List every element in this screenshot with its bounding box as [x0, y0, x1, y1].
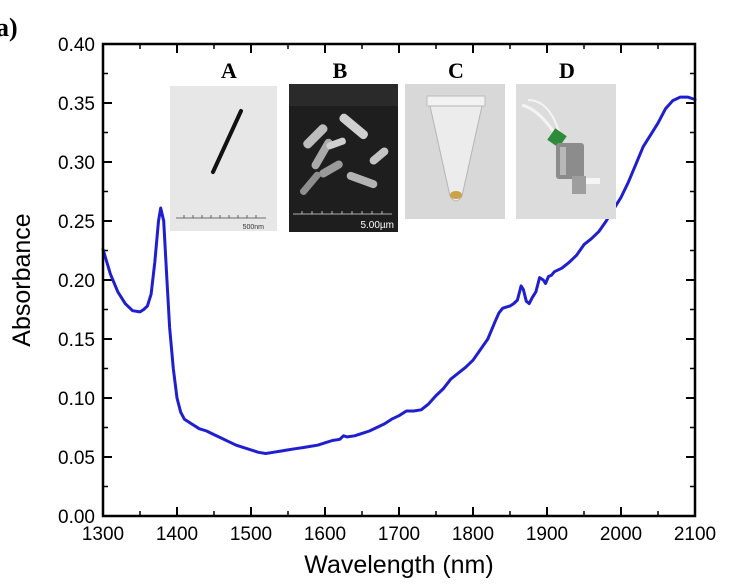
inset-a-tem-image: 500nm — [170, 86, 277, 231]
x-tick-label: 2100 — [674, 524, 716, 545]
panel-label: a) — [0, 13, 18, 42]
y-tick-label: 0.35 — [58, 94, 95, 115]
inset-c-vial-photo — [405, 84, 505, 219]
y-tick-label: 0.20 — [58, 271, 95, 292]
x-tick-label: 1400 — [156, 524, 198, 545]
inset-b-scale-label: 5.00µm — [360, 220, 394, 231]
inset-a-letter: A — [221, 58, 237, 83]
inset-c: C — [405, 58, 505, 219]
inset-b-sem-image: 5.00µm — [289, 84, 398, 232]
y-tick-label: 0.40 — [58, 35, 95, 56]
inset-d-connector-photo — [516, 84, 616, 219]
y-tick-labels: 0.00 0.05 0.10 0.15 0.20 0.25 0.30 0.35 0.40 — [58, 35, 95, 528]
y-tick-label: 0.25 — [58, 212, 95, 233]
inset-c-letter: C — [448, 58, 464, 83]
x-tick-label: 1600 — [304, 524, 346, 545]
y-tick-label: 0.15 — [58, 330, 95, 351]
inset-d-letter: D — [559, 58, 575, 83]
x-axis-title: Wavelength (nm) — [304, 551, 493, 579]
absorbance-series-line — [101, 95, 697, 455]
x-tick-label: 2000 — [600, 524, 642, 545]
x-tick-label: 1800 — [452, 524, 494, 545]
y-axis-title: Absorbance — [8, 213, 36, 346]
x-tick-labels: 1300 1400 1500 1600 1700 1800 1900 2000 2100 — [82, 524, 716, 545]
y-tick-label: 0.00 — [58, 507, 95, 528]
y-tick-label: 0.30 — [58, 153, 95, 174]
y-tick-label: 0.10 — [58, 389, 95, 410]
x-tick-label: 1900 — [526, 524, 568, 545]
x-tick-label: 1700 — [378, 524, 420, 545]
inset-a: A 500nm — [170, 58, 277, 231]
inset-a-scale-label: 500nm — [243, 224, 265, 231]
plot-frame — [101, 42, 697, 518]
inset-b-letter: B — [333, 58, 348, 83]
inset-b: B 5.00µm — [289, 58, 398, 232]
y-tick-label: 0.05 — [58, 448, 95, 469]
x-tick-label: 1300 — [82, 524, 124, 545]
inset-d: D — [516, 58, 616, 219]
x-tick-label: 1500 — [230, 524, 272, 545]
